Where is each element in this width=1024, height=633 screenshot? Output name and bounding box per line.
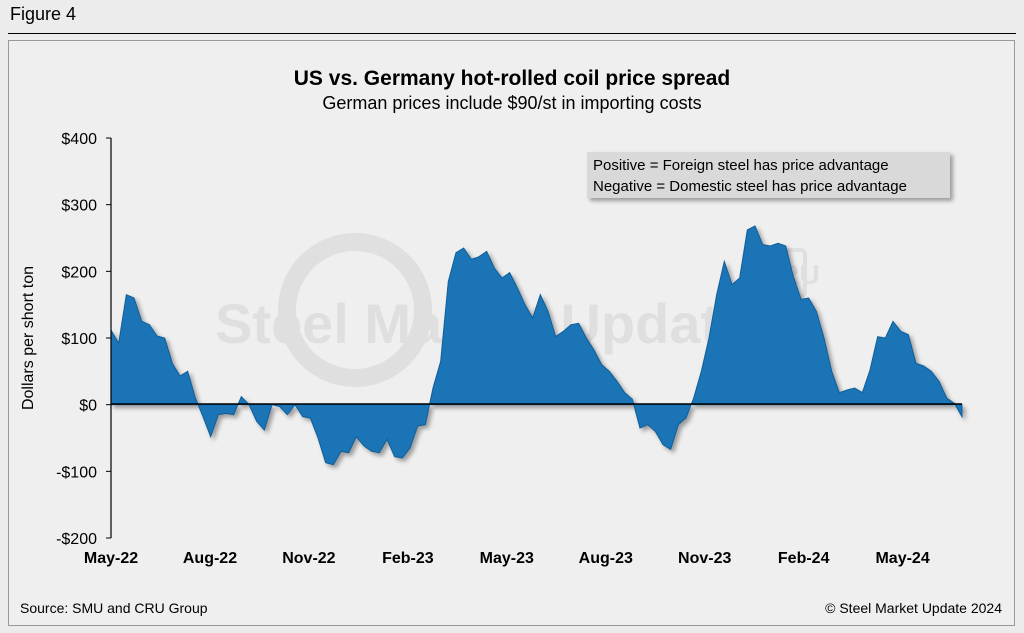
legend-positive: Positive = Foreign steel has price advan… <box>593 157 889 174</box>
legend-note: Positive = Foreign steel has price advan… <box>587 152 950 198</box>
chart-subtitle: German prices include $90/st in importin… <box>322 93 701 113</box>
top-rule <box>8 33 1016 34</box>
x-tick-label: Aug-23 <box>579 550 633 567</box>
y-axis-label: Dollars per short ton <box>20 266 37 410</box>
x-tick-label: Nov-23 <box>678 550 731 567</box>
x-tick-label: May-22 <box>84 550 138 567</box>
x-tick-label: May-24 <box>875 550 929 567</box>
y-ticks: -$200 -$100 $0 $100 $200 $300 $400 <box>56 131 111 548</box>
x-tick-label: Nov-22 <box>282 550 335 567</box>
y-tick-label: -$100 <box>56 464 97 481</box>
y-tick-label: -$200 <box>56 531 97 548</box>
x-tick-label: May-23 <box>480 550 534 567</box>
y-tick-label: $300 <box>61 198 97 215</box>
y-tick-label: $400 <box>61 131 97 148</box>
source-note: Source: SMU and CRU Group <box>20 600 208 616</box>
y-tick-label: $100 <box>61 331 97 348</box>
y-tick-label: $200 <box>61 264 97 281</box>
x-tick-label: Aug-22 <box>183 550 237 567</box>
x-tick-label: Feb-24 <box>778 550 830 567</box>
y-tick-label: $0 <box>79 398 97 415</box>
x-tick-label: Feb-23 <box>382 550 434 567</box>
x-ticks: May-22 Aug-22 Nov-22 Feb-23 May-23 Aug-23 Nov-… <box>84 550 930 567</box>
chart-title: US vs. Germany hot-rolled coil price spr… <box>294 67 730 90</box>
watermark-ring <box>278 233 432 387</box>
copyright-note: © Steel Market Update 2024 <box>825 600 1002 616</box>
figure-label: Figure 4 <box>10 4 77 24</box>
legend-negative: Negative = Domestic steel has price adva… <box>593 178 907 195</box>
